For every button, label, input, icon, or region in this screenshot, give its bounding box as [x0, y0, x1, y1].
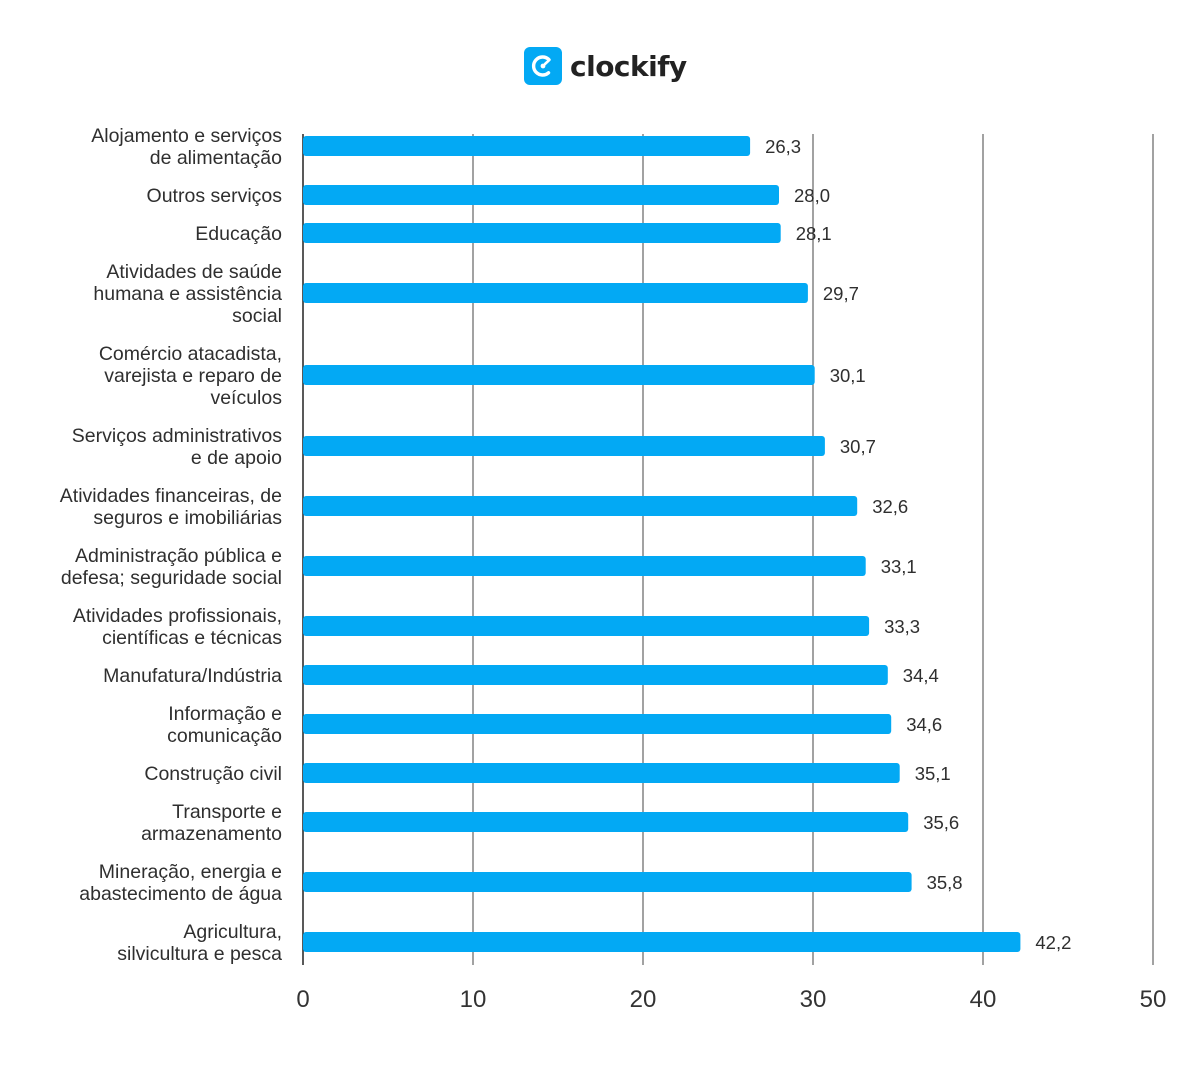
category-label: Alojamento e serviços de alimentação	[91, 125, 282, 169]
bar	[303, 763, 900, 783]
bar	[303, 714, 892, 734]
category-label-line: Alojamento e serviços	[91, 125, 282, 147]
category-label-line: Transporte e	[172, 801, 282, 823]
category-label-line: veículos	[210, 387, 282, 409]
x-tick-label: 20	[630, 986, 657, 1013]
category-label-line: Atividades financeiras, de	[60, 485, 282, 507]
bar	[303, 932, 1021, 952]
x-tick-label: 10	[460, 986, 487, 1013]
category-label-line: Mineração, energia e	[99, 861, 282, 883]
x-tick-label: 50	[1140, 986, 1167, 1013]
bar	[303, 136, 751, 156]
category-label-line: seguros e imobiliárias	[93, 507, 282, 529]
category-label: Atividades financeiras, de seguros e imob…	[60, 485, 282, 529]
category-label-line: Construção civil	[144, 763, 282, 785]
category-label-line: Educação	[195, 223, 282, 245]
bar-value-label: 42,2	[1035, 932, 1071, 953]
category-label-line: Agricultura,	[183, 921, 282, 943]
bar	[303, 365, 815, 385]
bar	[303, 283, 808, 303]
category-label: Comércio atacadista, varejista e reparo d…	[99, 343, 282, 409]
bar-value-label: 35,8	[927, 872, 963, 893]
bar	[303, 496, 858, 516]
category-label: Transporte e armazenamento	[141, 801, 282, 845]
category-label-line: varejista e reparo de	[104, 365, 282, 387]
bar-value-label: 32,6	[872, 496, 908, 517]
bar	[303, 616, 870, 636]
category-label-line: abastecimento de água	[79, 883, 282, 905]
category-label-line: Atividades profissionais,	[73, 605, 282, 627]
category-label-line: comunicação	[167, 725, 282, 747]
brand-name: clockify	[570, 49, 687, 83]
category-label-line: científicas e técnicas	[102, 627, 282, 649]
category-label-line: Manufatura/Indústria	[103, 665, 282, 687]
bar	[303, 223, 781, 243]
bar	[303, 436, 825, 456]
bar-value-label: 35,1	[915, 763, 951, 784]
category-label: Outros serviços	[147, 185, 283, 207]
x-tick-label: 0	[296, 986, 309, 1013]
bar-value-label: 35,6	[923, 812, 959, 833]
bar-value-label: 28,0	[794, 185, 830, 206]
bar	[303, 665, 888, 685]
x-tick-label: 30	[800, 986, 827, 1013]
bar-value-label: 30,1	[830, 365, 866, 386]
bar	[303, 872, 912, 892]
category-label: Construção civil	[144, 763, 282, 785]
category-label-line: Atividades de saúde	[106, 261, 282, 283]
category-label: Agricultura, silvicultura e pesca	[117, 921, 282, 965]
bar-value-label: 34,6	[906, 714, 942, 735]
bar-value-label: 26,3	[765, 136, 801, 157]
category-label: Atividades profissionais, científicas e t…	[73, 605, 282, 649]
category-label-line: Informação e	[168, 703, 282, 725]
category-label-line: e de apoio	[191, 447, 282, 469]
category-label-line: silvicultura e pesca	[117, 943, 282, 965]
category-label: Manufatura/Indústria	[103, 665, 282, 687]
bar-value-label: 30,7	[840, 436, 876, 457]
category-label-line: de alimentação	[150, 147, 282, 169]
clockify-logo: clockify	[524, 46, 687, 86]
category-label: Educação	[195, 223, 282, 245]
category-label: Serviços administrativos e de apoio	[72, 425, 282, 469]
bar-value-label: 33,3	[884, 616, 920, 637]
category-label-line: armazenamento	[141, 823, 282, 845]
x-tick-label: 40	[970, 986, 997, 1013]
category-label-line: Administração pública e	[75, 545, 282, 567]
bar-value-label: 29,7	[823, 283, 859, 304]
clockify-logo-icon	[524, 47, 562, 85]
category-label: Atividades de saúde humana e assistência s…	[93, 261, 282, 327]
bar	[303, 556, 866, 576]
category-label-line: Serviços administrativos	[72, 425, 282, 447]
category-label: Informação e comunicação	[167, 703, 282, 747]
bar-value-label: 28,1	[796, 223, 832, 244]
category-label-line: Comércio atacadista,	[99, 343, 282, 365]
category-label-line: social	[232, 305, 282, 327]
bar-value-label: 34,4	[903, 665, 939, 686]
category-label: Mineração, energia e abastecimento de águ…	[79, 861, 282, 905]
category-label: Administração pública e defesa; seguridad…	[61, 545, 282, 589]
bar-value-label: 33,1	[881, 556, 917, 577]
category-label-line: Outros serviços	[147, 185, 283, 207]
bar	[303, 185, 779, 205]
category-label-line: humana e assistência	[93, 283, 282, 305]
category-label-line: defesa; seguridade social	[61, 567, 282, 589]
bar	[303, 812, 909, 832]
